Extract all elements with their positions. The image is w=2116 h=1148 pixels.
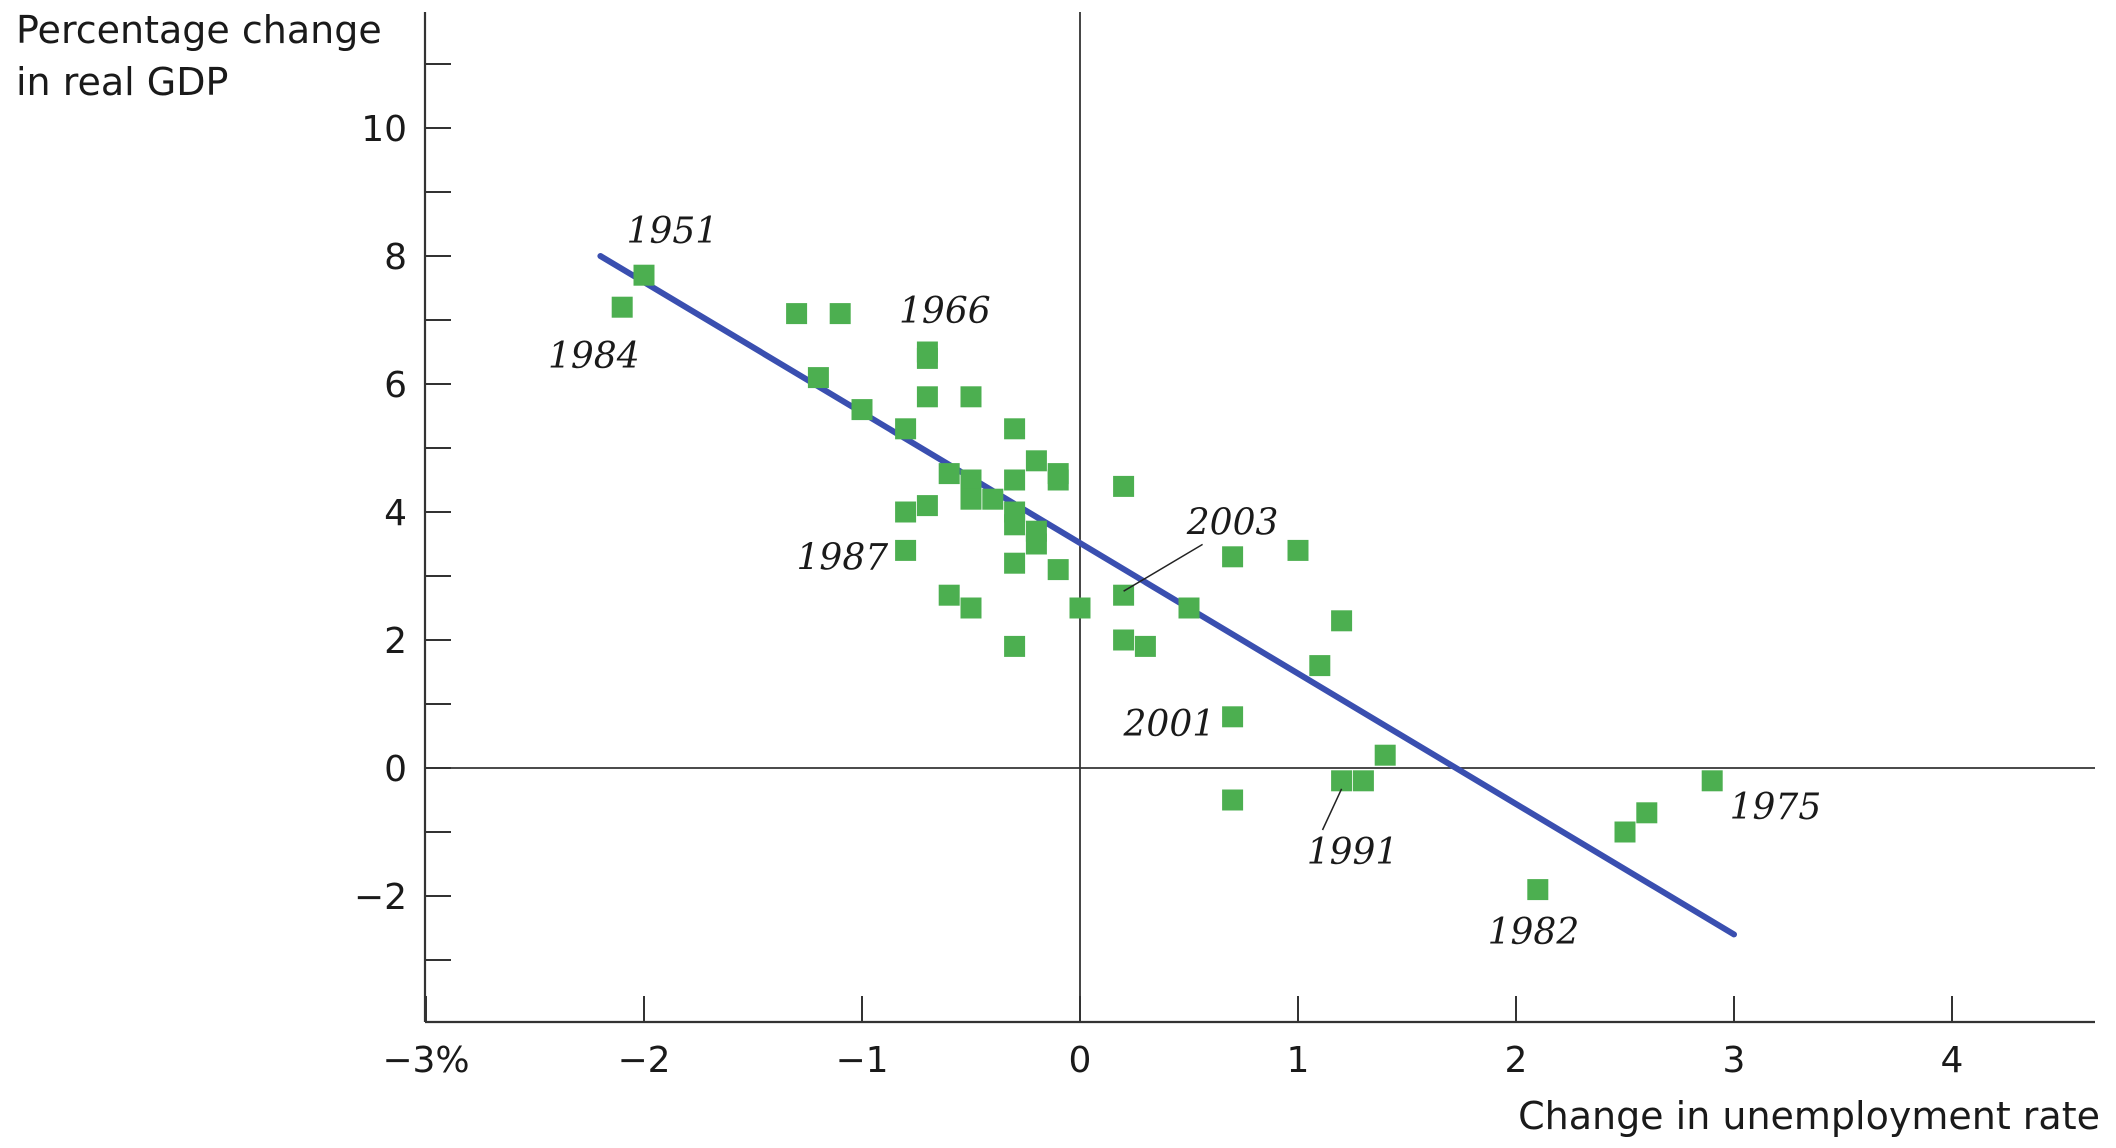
trend-line-group — [597, 253, 1737, 938]
data-point — [960, 597, 982, 619]
data-point — [916, 386, 938, 408]
data-point — [1134, 635, 1156, 657]
y-tick-label: 10 — [361, 109, 407, 150]
year-annotation-1984: 1984 — [548, 336, 640, 377]
data-point — [1614, 821, 1636, 843]
data-point — [895, 418, 917, 440]
data-point — [1374, 744, 1396, 766]
data-point — [807, 367, 829, 389]
data-point — [1527, 879, 1549, 901]
data-point — [1113, 584, 1135, 606]
y-axis-label-line-2: in real GDP — [16, 60, 229, 104]
tick-labels-group: −2 0 2 4 6 8 10 −3% −2 −1 0 1 2 3 4 — [354, 109, 1964, 1081]
data-points-group — [611, 264, 1723, 901]
x-tick-label: 0 — [1069, 1040, 1092, 1081]
data-point — [1004, 635, 1026, 657]
annotation-leader-line — [1321, 788, 1343, 831]
data-point — [1113, 475, 1135, 497]
data-point — [960, 386, 982, 408]
y-tick-label: 0 — [384, 749, 407, 790]
data-point — [1025, 533, 1047, 555]
data-point — [895, 539, 917, 561]
x-axis-label: Change in unemployment rate — [1518, 1094, 2100, 1138]
data-point — [611, 296, 633, 318]
year-annotation-1951: 1951 — [627, 211, 719, 252]
axes-group — [423, 12, 2095, 1024]
data-point — [916, 495, 938, 517]
data-point — [1004, 514, 1026, 536]
data-point — [960, 469, 982, 491]
data-point — [895, 501, 917, 523]
data-point — [1025, 450, 1047, 472]
year-annotation-1991: 1991 — [1307, 832, 1399, 873]
data-point — [633, 264, 655, 286]
data-point — [851, 399, 873, 421]
data-point — [982, 488, 1004, 510]
x-tick-label: −2 — [617, 1040, 670, 1081]
x-tick-label: 1 — [1287, 1040, 1310, 1081]
year-annotation-1975: 1975 — [1730, 787, 1822, 828]
year-annotation-2003: 2003 — [1186, 502, 1279, 543]
data-point — [916, 347, 938, 369]
data-point — [938, 584, 960, 606]
data-point — [1069, 597, 1091, 619]
y-tick-label: 8 — [384, 237, 407, 278]
data-point — [1701, 770, 1723, 792]
data-point — [786, 303, 808, 325]
year-annotation-1982: 1982 — [1488, 912, 1580, 953]
data-point — [1222, 706, 1244, 728]
data-point — [1047, 559, 1069, 581]
data-point — [1178, 597, 1200, 619]
y-tick-label: −2 — [354, 877, 407, 918]
annotations-group: 1951 1984 1966 1987 2003 2001 1991 1982 1975 — [548, 211, 1821, 953]
data-point — [1047, 469, 1069, 491]
data-point — [1352, 770, 1374, 792]
x-tick-label: 4 — [1941, 1040, 1964, 1081]
y-tick-label: 4 — [384, 493, 407, 534]
year-annotation-2001: 2001 — [1123, 704, 1216, 745]
data-point — [938, 463, 960, 485]
y-axis-label-line-1: Percentage change — [16, 8, 382, 52]
x-tick-label: 3 — [1723, 1040, 1746, 1081]
data-point — [1004, 469, 1026, 491]
data-point — [1222, 546, 1244, 568]
x-tick-label: −3% — [382, 1040, 469, 1081]
x-tick-label: 2 — [1505, 1040, 1528, 1081]
data-point — [1636, 802, 1658, 824]
data-point — [1309, 655, 1331, 677]
data-point — [1331, 770, 1353, 792]
year-annotation-1987: 1987 — [797, 538, 889, 579]
annotation-leader-line — [1123, 543, 1203, 592]
year-annotation-1966: 1966 — [899, 291, 991, 332]
data-point — [1222, 789, 1244, 811]
y-tick-label: 2 — [384, 621, 407, 662]
data-point — [1004, 418, 1026, 440]
data-point — [960, 488, 982, 510]
data-point — [1113, 629, 1135, 651]
data-point — [1004, 552, 1026, 574]
regression-line — [597, 253, 1737, 938]
data-point — [829, 303, 851, 325]
x-tick-label: −1 — [835, 1040, 888, 1081]
data-point — [1331, 610, 1353, 632]
data-point — [1287, 539, 1309, 561]
y-tick-label: 6 — [384, 365, 407, 406]
